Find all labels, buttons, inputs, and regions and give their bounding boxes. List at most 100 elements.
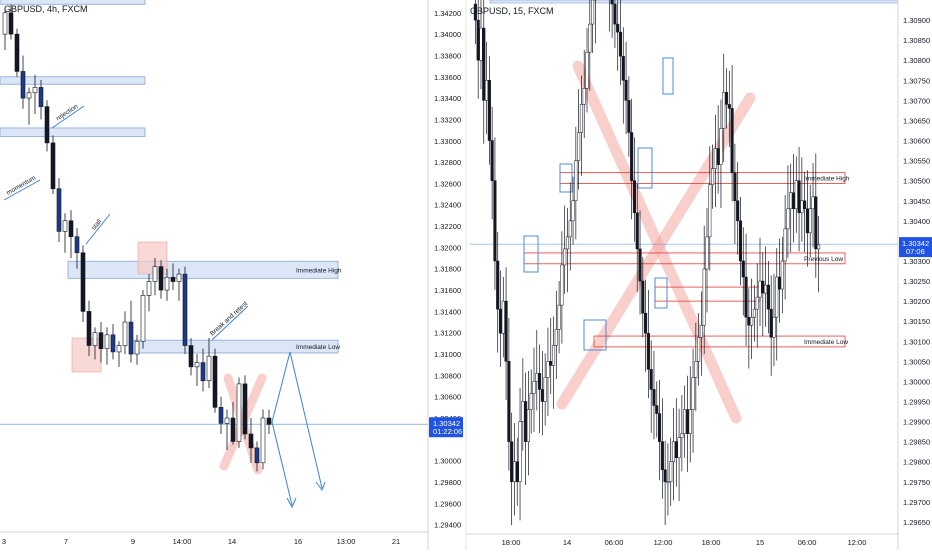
candle-body bbox=[206, 355, 212, 382]
candle-body bbox=[248, 433, 254, 449]
candle-body bbox=[713, 148, 717, 169]
candle-body bbox=[747, 316, 751, 326]
candle-body bbox=[752, 308, 756, 318]
candle-body bbox=[538, 373, 542, 390]
candle-body bbox=[716, 148, 720, 165]
candle-body bbox=[38, 87, 44, 107]
time-tick: 12:00 bbox=[848, 538, 867, 547]
price-tick: 1.29750 bbox=[903, 478, 930, 487]
candle-body bbox=[766, 284, 770, 310]
price-tick: 1.30900 bbox=[903, 16, 930, 25]
candle-body bbox=[683, 409, 687, 434]
candle-body bbox=[722, 92, 726, 129]
candle-body bbox=[146, 281, 152, 296]
candle-body bbox=[182, 273, 188, 346]
candle-body bbox=[485, 80, 489, 101]
candle-body bbox=[68, 220, 74, 238]
price-tick: 1.30000 bbox=[434, 457, 461, 466]
candle-body bbox=[535, 373, 539, 382]
candle-body bbox=[512, 461, 517, 483]
price-tick: 1.34200 bbox=[434, 9, 461, 18]
candle-body bbox=[493, 180, 497, 262]
candle-body bbox=[32, 87, 38, 94]
price-tick: 1.30600 bbox=[903, 137, 930, 146]
time-tick: 15 bbox=[756, 538, 764, 547]
price-tick: 1.33800 bbox=[434, 51, 461, 60]
candle-body bbox=[152, 266, 158, 282]
price-tick: 1.32200 bbox=[434, 222, 461, 231]
projection-arrow bbox=[271, 421, 293, 506]
candle-body bbox=[797, 180, 801, 214]
candle-body bbox=[116, 345, 122, 353]
last-price-text: 1.30342 bbox=[433, 419, 460, 428]
price-tick: 1.32800 bbox=[434, 158, 461, 167]
candle-body bbox=[140, 295, 146, 342]
highlight-box bbox=[523, 235, 539, 273]
candle-body bbox=[212, 355, 218, 408]
candle-body bbox=[663, 469, 667, 483]
price-tick: 1.30300 bbox=[903, 257, 930, 266]
zone-box bbox=[0, 76, 146, 85]
candle-body bbox=[104, 334, 110, 350]
candle-body bbox=[794, 180, 798, 210]
zone-box bbox=[654, 286, 761, 302]
candle-body bbox=[671, 441, 676, 462]
candle-body bbox=[518, 421, 522, 483]
candle-body bbox=[554, 328, 558, 346]
candle-body bbox=[540, 389, 544, 402]
candle-body bbox=[501, 300, 505, 334]
candle-body bbox=[769, 308, 773, 338]
candle-body bbox=[741, 260, 745, 278]
candle-body bbox=[8, 12, 14, 35]
candle-body bbox=[755, 296, 759, 310]
candle-body bbox=[644, 312, 648, 334]
candle-body bbox=[524, 401, 528, 442]
candle-body bbox=[62, 220, 68, 232]
candle-body bbox=[224, 417, 230, 424]
time-tick: 21 bbox=[392, 537, 400, 546]
annotation-arrow bbox=[51, 105, 85, 129]
candle-body bbox=[789, 192, 793, 210]
candle-body bbox=[176, 273, 182, 282]
candle-body bbox=[266, 417, 272, 425]
price-tick: 1.29950 bbox=[903, 398, 930, 407]
candle-body bbox=[236, 383, 242, 442]
candle-body bbox=[727, 104, 731, 109]
candle-body bbox=[685, 409, 690, 434]
candle-body bbox=[565, 236, 570, 250]
candle-body bbox=[560, 264, 564, 306]
candle-body bbox=[164, 276, 170, 291]
time-tick: 18:00 bbox=[702, 538, 721, 547]
candle-body bbox=[630, 132, 634, 181]
candle-body bbox=[86, 311, 92, 346]
candle-body bbox=[655, 405, 659, 414]
price-tick: 1.29400 bbox=[434, 521, 461, 530]
candle-body bbox=[26, 92, 32, 99]
candle-body bbox=[479, 27, 483, 61]
time-tick: 13:00 bbox=[337, 537, 356, 546]
time-tick: 16 bbox=[294, 537, 302, 546]
price-tick: 1.30600 bbox=[434, 393, 461, 402]
candle-body bbox=[635, 212, 639, 250]
candle-body bbox=[44, 106, 50, 144]
candle-body bbox=[708, 184, 712, 238]
annotation-text: momentum bbox=[5, 175, 37, 197]
candle-body bbox=[577, 132, 581, 161]
candle-body bbox=[557, 304, 561, 330]
candle-body bbox=[669, 461, 673, 483]
candle-body bbox=[808, 208, 812, 234]
zone-label: Immediate Low bbox=[296, 344, 340, 351]
zone-label: Immediate High bbox=[804, 176, 850, 183]
candle-body bbox=[691, 377, 695, 410]
candle-body bbox=[490, 140, 494, 181]
price-tick: 1.30700 bbox=[903, 96, 930, 105]
candle-body bbox=[188, 345, 194, 368]
candle-body bbox=[521, 401, 525, 422]
time-tick: 7 bbox=[64, 537, 68, 546]
candle-body bbox=[98, 332, 104, 350]
candle-body bbox=[591, 0, 595, 25]
candle-body bbox=[724, 92, 729, 105]
price-tick: 1.30100 bbox=[903, 337, 930, 346]
